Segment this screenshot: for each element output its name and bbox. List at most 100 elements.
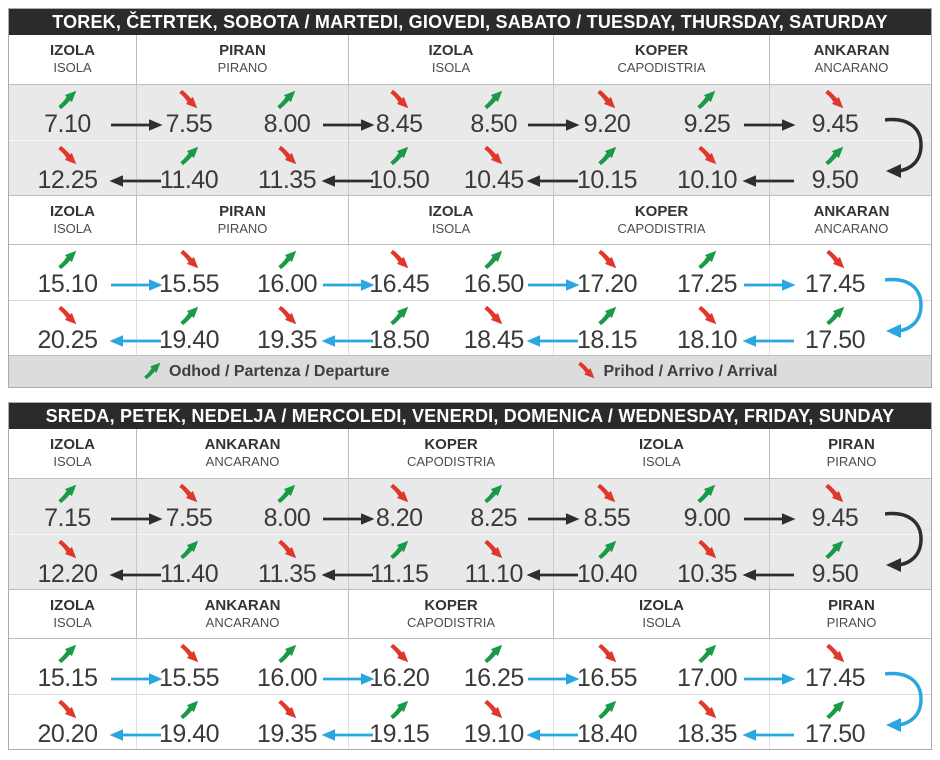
time-cell: 19.35 (257, 301, 318, 355)
departure-icon (483, 643, 504, 664)
arrival-icon (389, 483, 410, 504)
timetable-cell: 17.20 17.25 (553, 245, 769, 300)
stations-row: IZOLA ISOLA PIRAN PIRANO IZOLA ISOLA KOPER CAPO… (9, 195, 931, 245)
schedule-row-return: 12.25 11.40 11.35 10.50 10.45 10.15 10.10 9.50 (9, 140, 931, 195)
time-cell: 18.50 (369, 301, 430, 355)
time-value: 18.45 (463, 326, 525, 354)
time-value: 7.15 (44, 504, 91, 532)
time-value: 19.15 (369, 720, 430, 748)
time-value: 10.35 (676, 560, 738, 588)
time-cell: 7.55 (166, 479, 213, 534)
arrival-icon (179, 249, 200, 270)
time-cell: 10.10 (677, 141, 738, 195)
station-cell: IZOLA ISOLA (9, 196, 136, 244)
time-value: 19.40 (158, 326, 220, 354)
station-cell: PIRAN PIRANO (136, 35, 348, 84)
departure-icon (483, 89, 504, 110)
station-cell: KOPER CAPODISTRIA (553, 35, 769, 84)
time-cell: 9.25 (684, 85, 731, 140)
time-cell: 8.55 (584, 479, 631, 534)
station-subname: ISOLA (642, 615, 681, 630)
arrival-icon (597, 643, 618, 664)
column-divider (553, 479, 554, 589)
timetable-cell: 15.55 16.00 (136, 245, 348, 300)
time-value: 18.50 (369, 326, 430, 354)
time-value: 17.25 (676, 270, 738, 298)
flow-arrow-left-icon (742, 174, 796, 188)
time-cell: 18.10 (677, 301, 738, 355)
column-divider (769, 639, 770, 749)
timetable-cell: 7.10 (9, 85, 136, 140)
time-value: 16.20 (369, 664, 430, 692)
time-value: 17.50 (804, 326, 866, 354)
time-cell: 11.40 (160, 141, 219, 195)
time-value: 9.25 (683, 110, 731, 138)
departure-icon (57, 89, 78, 110)
time-value: 8.55 (583, 504, 631, 532)
station-subname: CAPODISTRIA (406, 454, 496, 469)
time-value: 17.00 (676, 664, 738, 692)
arrival-icon (697, 145, 718, 166)
time-value: 10.40 (576, 560, 638, 588)
departure-icon (696, 483, 717, 504)
schedule-row-return: 12.20 11.40 11.35 11.15 11.10 10.40 10.35 9.50 (9, 534, 931, 589)
timetable-cell: 16.55 17.00 (553, 639, 769, 694)
timetable-cell: 7.55 8.00 (136, 85, 348, 140)
time-cell: 8.25 (470, 479, 518, 534)
time-value: 9.20 (583, 110, 631, 138)
time-cell: 16.00 (257, 245, 318, 300)
departure-icon (696, 89, 717, 110)
flow-arrow-right-icon (526, 512, 580, 526)
station-name: ANKARAN (813, 203, 890, 220)
station-subname: ISOLA (642, 454, 681, 469)
timetable-wed-fri-sun: SREDA, PETEK, NEDELJA / MERCOLEDI, VENER… (8, 402, 932, 750)
time-cell: 18.35 (677, 695, 738, 749)
time-value: 16.50 (463, 270, 525, 298)
time-value: 10.15 (576, 166, 638, 194)
arrival-icon (483, 539, 504, 560)
timetable-cell: 9.50 (769, 141, 933, 195)
time-cell: 19.40 (158, 301, 220, 355)
arrival-icon (178, 89, 199, 110)
flow-arrow-left-icon (526, 174, 580, 188)
time-value: 10.45 (463, 166, 525, 194)
time-value: 17.20 (576, 270, 638, 298)
schedule-row-return: 20.20 19.40 19.35 19.15 19.10 18.40 18.35 17.50 (9, 694, 931, 749)
time-cell: 15.15 (37, 639, 98, 694)
time-value: 8.00 (263, 504, 311, 532)
time-value: 16.00 (256, 664, 318, 692)
timetable-cell: 19.40 19.35 (136, 301, 348, 355)
time-cell: 17.45 (805, 245, 866, 300)
timetable-tue-thu-sat: TOREK, ČETRTEK, SOBOTA / MARTEDI, GIOVED… (8, 8, 932, 388)
departure-icon (824, 539, 845, 560)
arrival-icon (825, 249, 846, 270)
station-name: KOPER (424, 597, 478, 614)
station-name: IZOLA (639, 436, 684, 453)
timetable-cell: 12.25 (9, 141, 136, 195)
time-value: 12.25 (37, 166, 98, 194)
arrival-icon (483, 699, 504, 720)
timetable-cell: 7.15 (9, 479, 136, 534)
timetable-cell: 17.45 (769, 639, 933, 694)
station-name: IZOLA (50, 203, 95, 220)
flow-arrow-left-icon (109, 728, 163, 742)
time-value: 8.45 (375, 110, 423, 138)
time-cell: 8.20 (376, 479, 423, 534)
arrival-icon (825, 643, 846, 664)
departure-icon (389, 145, 410, 166)
time-cell: 7.15 (44, 479, 91, 534)
time-cell: 7.55 (166, 85, 213, 140)
arrival-icon (277, 539, 298, 560)
station-cell: KOPER CAPODISTRIA (348, 429, 553, 478)
time-cell: 19.40 (159, 695, 220, 749)
time-value: 7.55 (165, 110, 213, 138)
flow-arrow-right-icon (109, 278, 163, 292)
column-divider (769, 245, 770, 355)
departure-icon (697, 249, 718, 270)
timetable-cell: 19.40 19.35 (136, 695, 348, 749)
station-subname: ANCARANO (205, 615, 280, 630)
station-cell: IZOLA ISOLA (553, 429, 769, 478)
timetable-cell: 18.50 18.45 (348, 301, 553, 355)
station-name: IZOLA (50, 597, 95, 614)
column-divider (348, 479, 349, 589)
